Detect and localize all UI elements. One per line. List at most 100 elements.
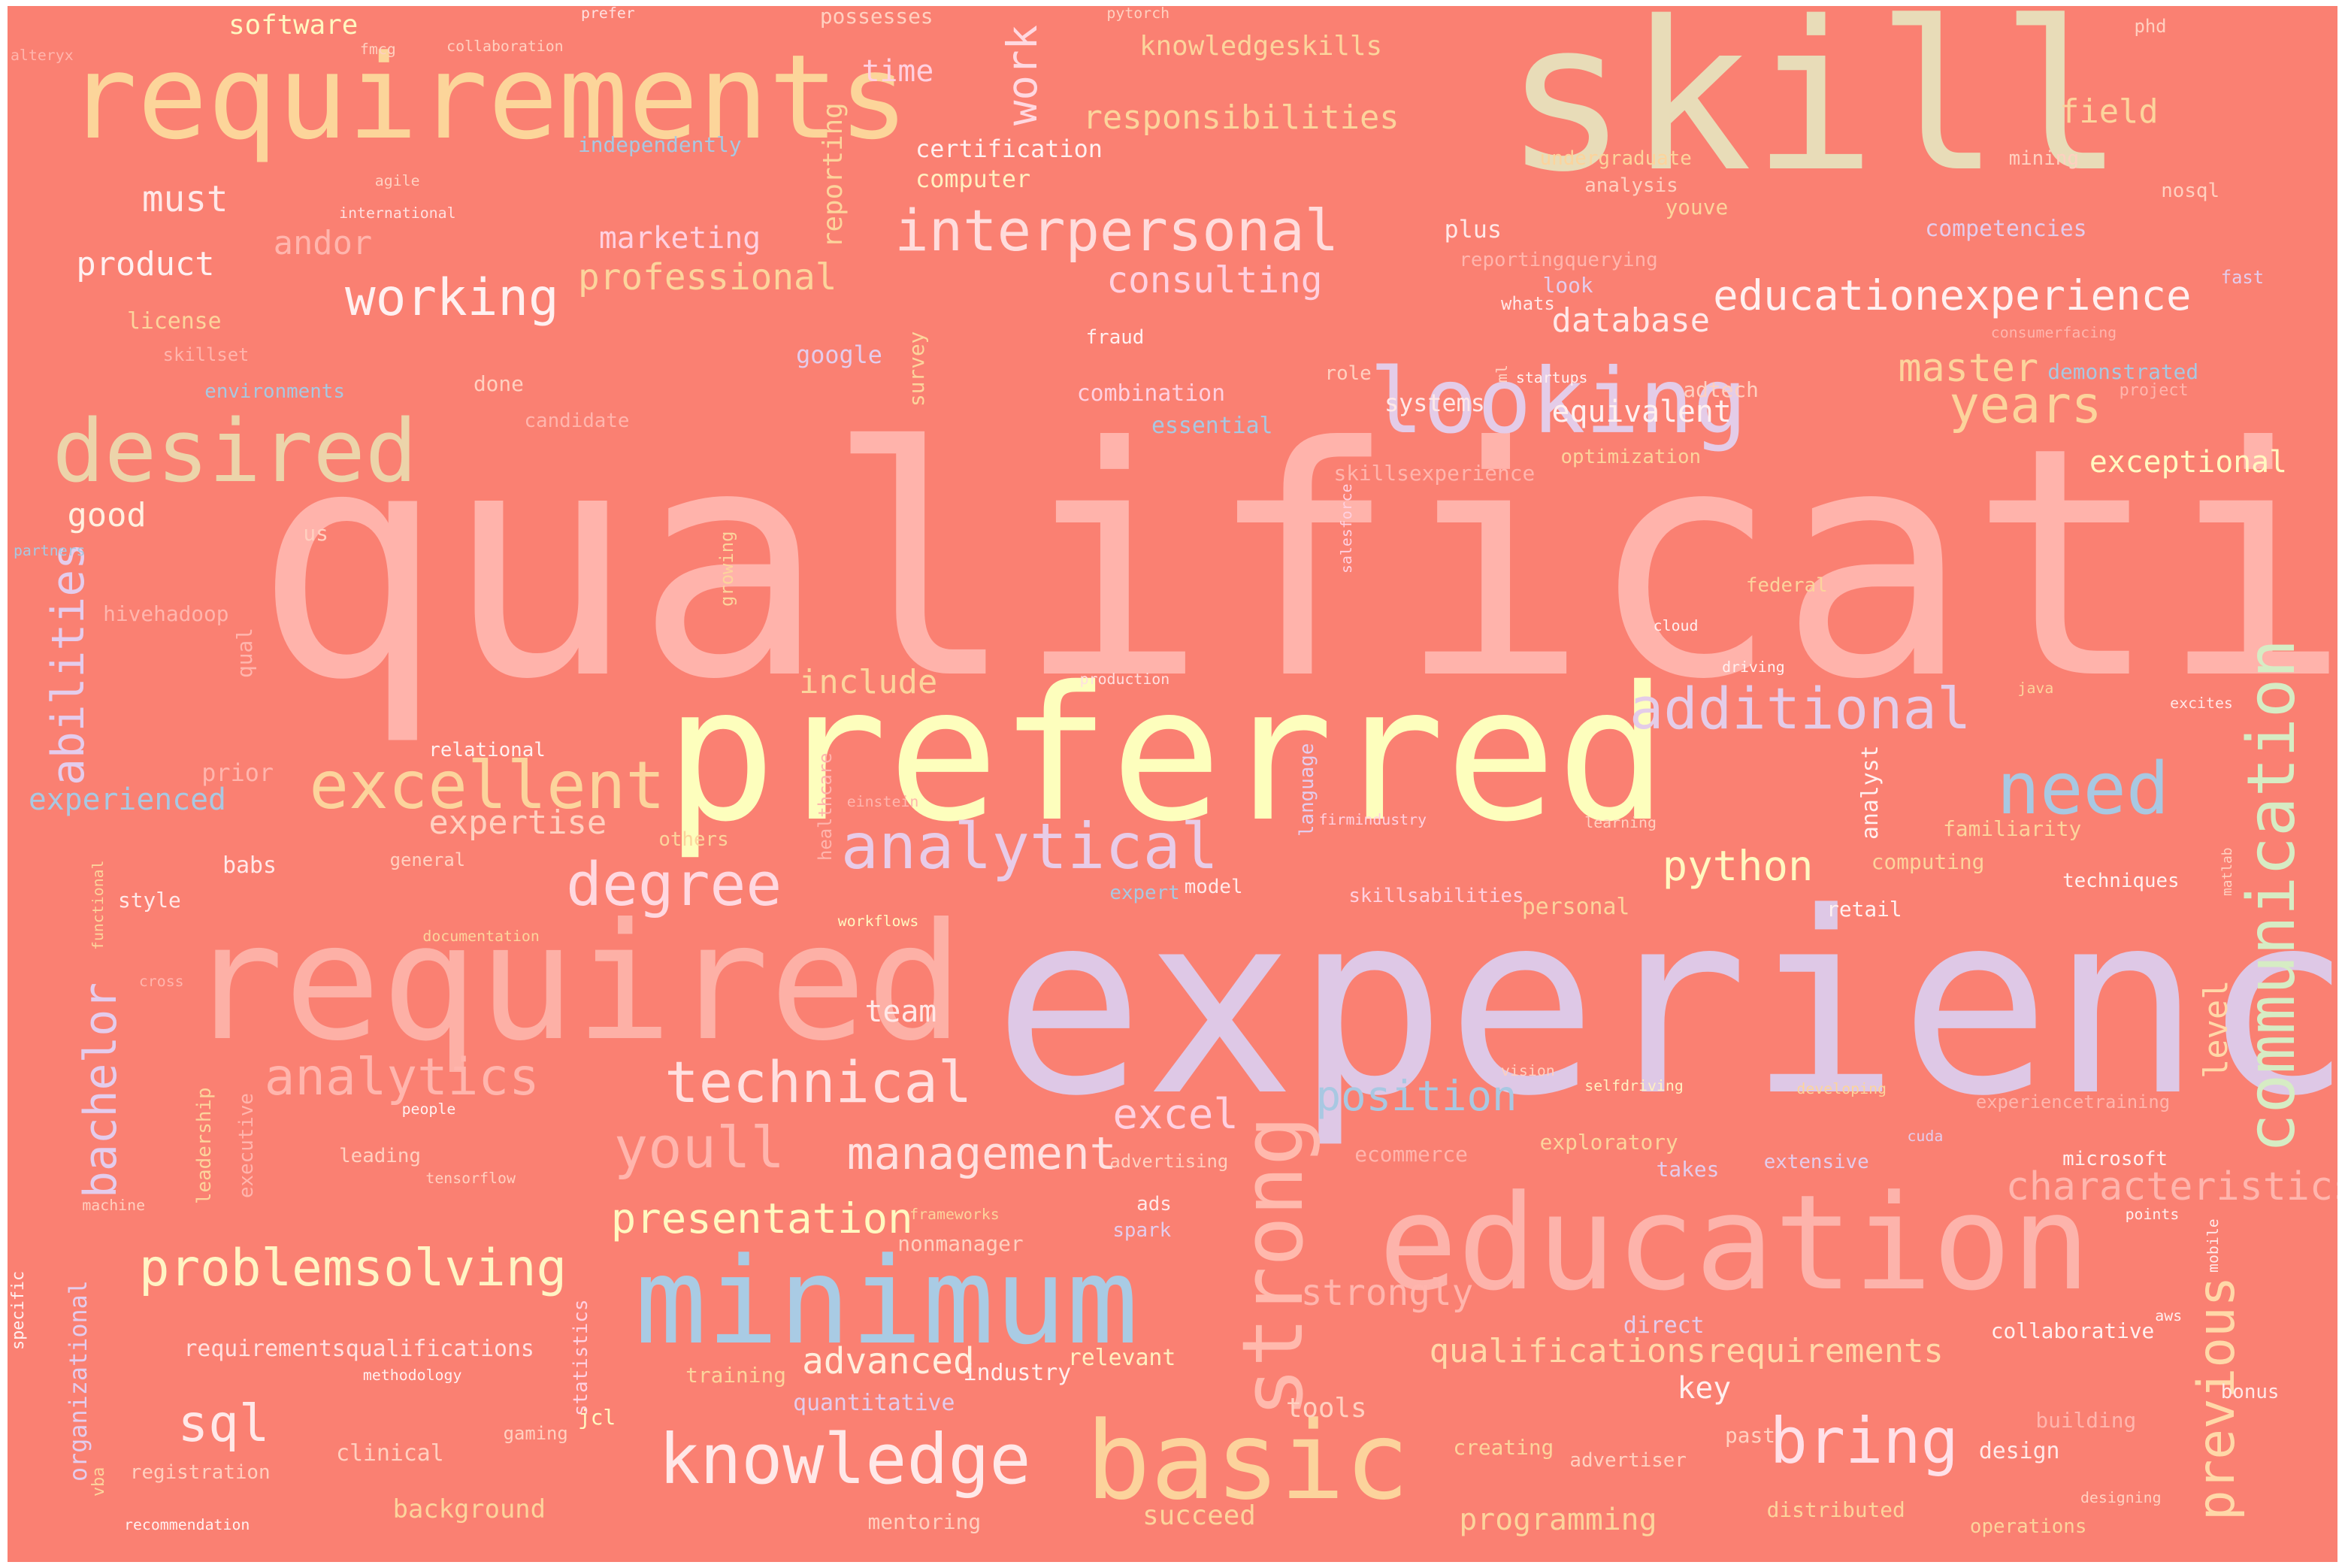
word-others: others: [658, 828, 729, 851]
word-requirementsqualifications: requirementsqualifications: [183, 1336, 534, 1363]
word-exceptional: exceptional: [2089, 445, 2288, 480]
word-educationexperience: educationexperience: [1713, 271, 2192, 320]
word-undergraduate: undergraduate: [1539, 147, 1692, 170]
word-collaborative: collaborative: [1990, 1318, 2155, 1343]
word-creating: creating: [1453, 1434, 1554, 1460]
word-executive: executive: [234, 1092, 258, 1198]
word-software: software: [228, 9, 359, 41]
word-functional: functional: [89, 860, 107, 950]
word-background: background: [392, 1494, 546, 1524]
word-working: working: [345, 267, 559, 327]
word-include: include: [799, 663, 938, 702]
word-project: project: [2119, 380, 2189, 400]
word-good: good: [67, 495, 147, 534]
word-pytorch: pytorch: [1106, 6, 1170, 22]
word-reporting: reporting: [817, 102, 849, 248]
word-andor: andor: [273, 224, 373, 263]
word-aws: aws: [2155, 1306, 2183, 1324]
word-excel: excel: [1112, 1089, 1239, 1139]
word-building: building: [2035, 1407, 2137, 1433]
word-bachelor: bachelor: [75, 982, 128, 1198]
word-competencies: competencies: [1925, 216, 2087, 243]
word-cuda: cuda: [1907, 1128, 1944, 1146]
word-agile: agile: [374, 171, 420, 189]
word-exploratory: exploratory: [1539, 1130, 1678, 1155]
word-workflows: workflows: [837, 913, 919, 931]
word-google: google: [796, 341, 882, 370]
word-environments: environments: [204, 380, 345, 403]
word-product: product: [76, 244, 215, 283]
word-license: license: [126, 308, 222, 335]
word-style: style: [118, 888, 181, 913]
word-done: done: [473, 371, 524, 396]
word-cloud: qualification experience skill preferred…: [8, 6, 2337, 1562]
word-registration: registration: [129, 1461, 271, 1485]
word-bring: bring: [1769, 1404, 1959, 1478]
word-industry: industry: [963, 1360, 1072, 1387]
word-years: years: [1949, 374, 2102, 434]
word-look: look: [1542, 272, 1593, 298]
word-clinical: clinical: [336, 1440, 444, 1467]
word-mentoring: mentoring: [867, 1509, 982, 1534]
word-optimization: optimization: [1560, 446, 1702, 469]
word-prior: prior: [201, 759, 274, 788]
word-personal: personal: [1521, 894, 1630, 921]
word-work: work: [998, 24, 1048, 126]
word-abilities: abilities: [42, 543, 95, 786]
word-strong: strong: [1225, 1115, 1323, 1418]
word-plus: plus: [1444, 216, 1502, 244]
word-candidate: candidate: [524, 410, 630, 433]
word-consumerfacing: consumerfacing: [1990, 324, 2117, 342]
word-professional: professional: [578, 256, 837, 298]
word-leading: leading: [339, 1145, 421, 1168]
word-mobile: mobile: [2204, 1218, 2222, 1273]
word-combination: combination: [1076, 380, 1226, 407]
word-analytical: analytical: [840, 810, 1219, 883]
word-degree: degree: [566, 849, 782, 919]
word-systems: systems: [1384, 389, 1485, 417]
word-advertising: advertising: [1109, 1151, 1229, 1173]
word-fast: fast: [2220, 266, 2265, 288]
word-quantitative: quantitative: [793, 1389, 955, 1416]
word-documentation: documentation: [422, 927, 540, 945]
word-driving: driving: [1722, 658, 1785, 677]
word-problemsolving: problemsolving: [138, 1238, 567, 1298]
word-cross: cross: [138, 972, 184, 990]
word-experienced: experienced: [28, 782, 226, 818]
word-education: education: [1378, 1167, 2091, 1320]
word-time: time: [861, 53, 934, 89]
word-qualification: qualification: [253, 380, 2337, 749]
word-advanced: advanced: [802, 1341, 975, 1383]
word-tools: tools: [1285, 1392, 1367, 1424]
word-experience: experience: [993, 858, 2337, 1152]
word-organizational: organizational: [65, 1280, 93, 1482]
word-designing: designing: [2080, 1489, 2162, 1507]
word-past: past: [1725, 1422, 1775, 1448]
word-people: people: [401, 1100, 456, 1118]
word-requirements: requirements: [67, 29, 909, 165]
word-partners: partners: [13, 542, 86, 560]
word-analysis: analysis: [1584, 174, 1678, 197]
word-experiencetraining: experiencetraining: [1975, 1091, 2171, 1112]
word-youll: youll: [613, 1115, 785, 1182]
word-responsibilities: responsibilities: [1082, 98, 1399, 138]
word-reportingquerying: reportingquerying: [1459, 248, 1658, 271]
word-prefer: prefer: [581, 6, 635, 22]
word-position: position: [1315, 1071, 1517, 1121]
word-training: training: [685, 1363, 786, 1388]
word-strongly: strongly: [1300, 1272, 1474, 1314]
word-required: required: [186, 888, 964, 1077]
word-design: design: [1978, 1437, 2060, 1464]
word-marketing: marketing: [598, 221, 761, 256]
word-hivehadoop: hivehadoop: [103, 601, 229, 626]
word-microsoft: microsoft: [2062, 1148, 2168, 1171]
word-alteryx: alteryx: [10, 46, 74, 64]
word-healthcare: healthcare: [814, 752, 836, 861]
word-frameworks: frameworks: [909, 1205, 1000, 1223]
word-model: model: [1184, 876, 1243, 899]
word-fmcg: fmcg: [359, 40, 396, 58]
word-independently: independently: [578, 132, 742, 157]
word-babs: babs: [222, 852, 277, 879]
word-knowledge: knowledge: [658, 1418, 1031, 1500]
word-knowledgeskills: knowledgeskills: [1139, 30, 1382, 62]
